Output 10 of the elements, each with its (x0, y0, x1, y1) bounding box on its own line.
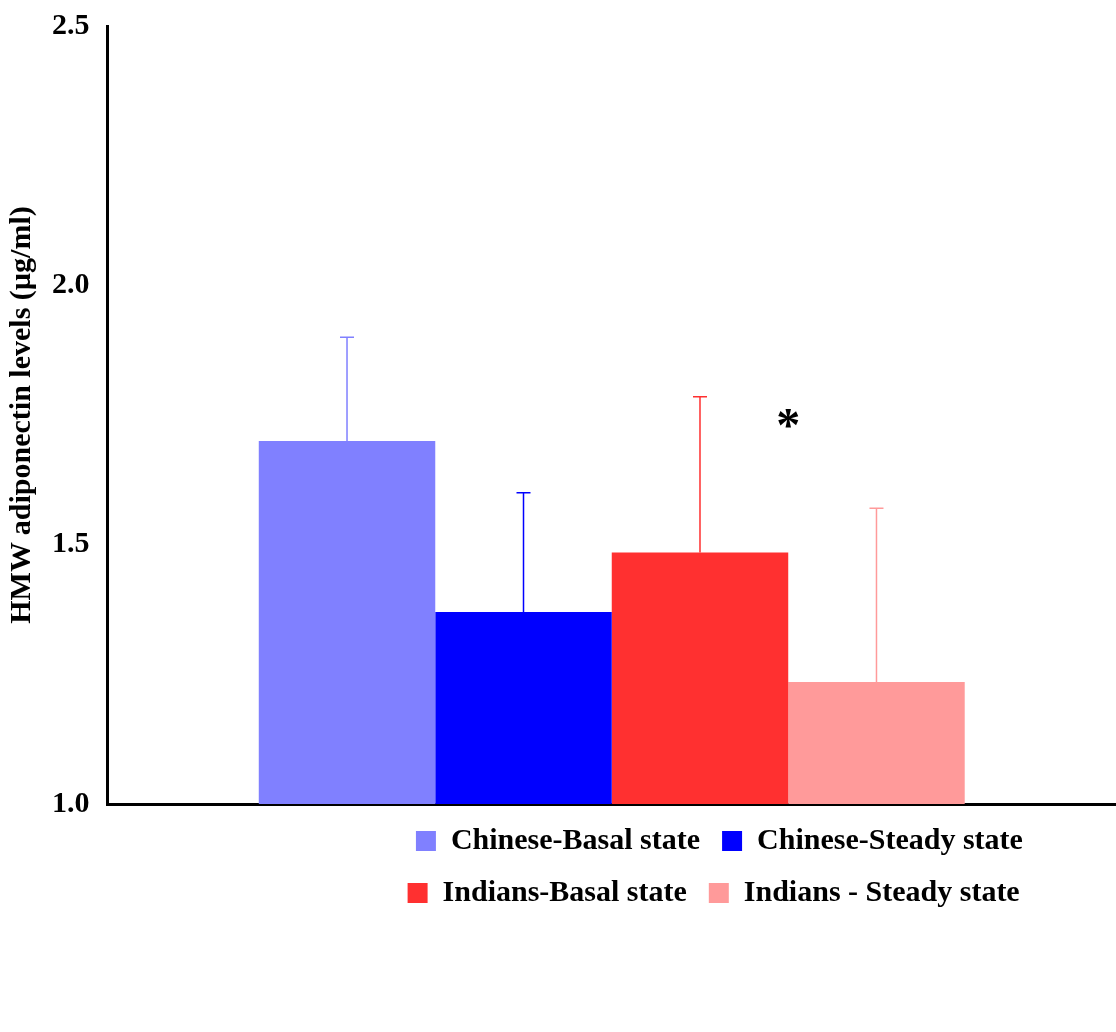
legend-label: Indians-Basal state (442, 873, 687, 907)
annotation: * (776, 398, 801, 452)
y-tick-label: 2.0 (52, 266, 90, 300)
y-axis-title: HMW adiponectin levels (µg/ml) (2, 206, 37, 624)
y-tick-label: 1.0 (52, 784, 90, 818)
y-tick-label: 1.5 (52, 525, 90, 559)
legend-label: Chinese-Steady state (757, 821, 1023, 855)
y-tick-label: 2.5 (52, 6, 90, 40)
legend-label: Chinese-Basal state (450, 821, 701, 855)
legend-label: Indians - Steady state (743, 873, 1020, 907)
